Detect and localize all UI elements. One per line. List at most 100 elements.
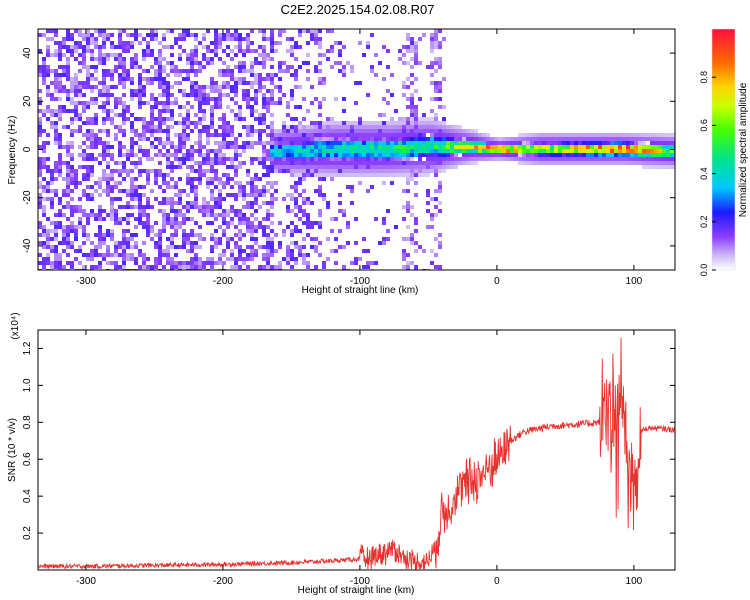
heatmap-cell <box>318 29 322 33</box>
heatmap-cell <box>302 29 306 33</box>
heatmap-cell <box>242 53 246 57</box>
heatmap-cell <box>326 145 330 149</box>
heatmap-cell <box>170 221 174 225</box>
heatmap-cell <box>210 105 214 109</box>
heatmap-cell <box>378 161 382 165</box>
heatmap-cell <box>46 257 50 261</box>
heatmap-cell <box>174 145 178 149</box>
heatmap-cell <box>506 145 510 149</box>
heatmap-cell <box>130 61 134 65</box>
heatmap-cell <box>550 137 554 141</box>
heatmap-cell <box>254 77 258 81</box>
heatmap-cell <box>130 89 134 93</box>
heatmap-cell <box>502 145 506 149</box>
heatmap-cell <box>146 265 150 269</box>
heatmap-cell <box>326 201 330 205</box>
heatmap-cell <box>118 73 122 77</box>
heatmap-cell <box>218 261 222 265</box>
heatmap-cell <box>642 145 646 149</box>
heatmap-cell <box>306 77 310 81</box>
heatmap-cell <box>226 93 230 97</box>
heatmap-cell <box>106 185 110 189</box>
heatmap-cell <box>38 157 42 161</box>
heatmap-cell <box>338 137 342 141</box>
heatmap-cell <box>418 165 422 169</box>
heatmap-cell <box>102 117 106 121</box>
heatmap-cell <box>130 153 134 157</box>
heatmap-cell <box>110 261 114 265</box>
heatmap-cell <box>426 225 430 229</box>
heatmap-cell <box>426 121 430 125</box>
heatmap-cell <box>190 201 194 205</box>
heatmap-cell <box>422 141 426 145</box>
heatmap-cell <box>450 145 454 149</box>
heatmap-cell <box>414 265 418 269</box>
heatmap-cell <box>250 253 254 257</box>
heatmap-cell <box>70 189 74 193</box>
heatmap-cell <box>358 117 362 121</box>
heatmap-cell <box>214 205 218 209</box>
heatmap-cell <box>278 101 282 105</box>
heatmap-cell <box>186 149 190 153</box>
heatmap-cell <box>82 109 86 113</box>
heatmap-cell <box>134 89 138 93</box>
heatmap-cell <box>234 141 238 145</box>
heatmap-cell <box>38 193 42 197</box>
heatmap-cell <box>138 253 142 257</box>
heatmap-cell <box>82 85 86 89</box>
heatmap-cell <box>134 53 138 57</box>
heatmap-cell <box>70 81 74 85</box>
heatmap-cell <box>122 189 126 193</box>
heatmap-cell <box>102 241 106 245</box>
heatmap-cell <box>146 125 150 129</box>
heatmap-cell <box>74 105 78 109</box>
heatmap-cell <box>178 225 182 229</box>
heatmap-cell <box>578 153 582 157</box>
heatmap-cell <box>102 89 106 93</box>
heatmap-cell <box>430 169 434 173</box>
heatmap-cell <box>302 197 306 201</box>
heatmap-cell <box>114 197 118 201</box>
heatmap-cell <box>90 165 94 169</box>
heatmap-cell <box>266 133 270 137</box>
heatmap-cell <box>430 249 434 253</box>
heatmap-cell <box>170 201 174 205</box>
heatmap-cell <box>146 169 150 173</box>
heatmap-cell <box>254 253 258 257</box>
heatmap-cell <box>94 69 98 73</box>
heatmap-cell <box>322 165 326 169</box>
heatmap-cell <box>342 69 346 73</box>
heatmap-cell <box>66 181 70 185</box>
heatmap-cell <box>66 205 70 209</box>
heatmap-cell <box>634 149 638 153</box>
heatmap-cell <box>158 129 162 133</box>
heatmap-cell <box>622 145 626 149</box>
heatmap-cell <box>622 133 626 137</box>
heatmap-cell <box>230 109 234 113</box>
heatmap-cell <box>238 217 242 221</box>
heatmap-cell <box>330 177 334 181</box>
heatmap-cell <box>354 133 358 137</box>
heatmap-cell <box>42 257 46 261</box>
heatmap-cell <box>438 161 442 165</box>
heatmap-cell <box>570 153 574 157</box>
heatmap-cell <box>226 37 230 41</box>
heatmap-cell <box>130 141 134 145</box>
heatmap-cell <box>142 69 146 73</box>
heatmap-cell <box>522 161 526 165</box>
heatmap-cell <box>266 57 270 61</box>
heatmap-cell <box>42 197 46 201</box>
heatmap-cell <box>410 105 414 109</box>
heatmap-cell <box>282 153 286 157</box>
heatmap-cell <box>358 121 362 125</box>
heatmap-cell <box>330 229 334 233</box>
heatmap-cell <box>402 189 406 193</box>
heatmap-cell <box>42 189 46 193</box>
heatmap-cell <box>142 77 146 81</box>
heatmap-cell <box>158 69 162 73</box>
heatmap-cell <box>174 133 178 137</box>
heatmap-cell <box>290 153 294 157</box>
heatmap-cell <box>118 145 122 149</box>
heatmap-cell <box>370 153 374 157</box>
heatmap-cell <box>470 157 474 161</box>
